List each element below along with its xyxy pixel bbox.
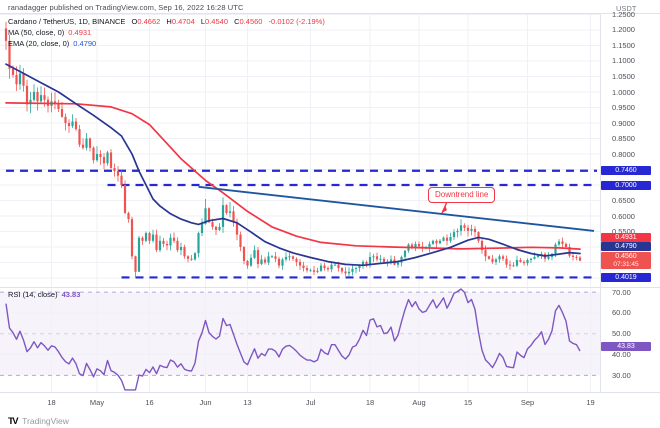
price-tick-0.85: 0.8500 — [612, 134, 635, 143]
rsi-tick-30: 30.00 — [612, 370, 631, 380]
price-tick-0.55: 0.5500 — [612, 227, 635, 236]
time-label-16: 16 — [145, 398, 154, 407]
ema-indicator-label: EMA (20, close, 0) — [8, 39, 70, 48]
ohlc-open-label: O — [131, 17, 138, 26]
published-line: ranadagger published on TradingView.com,… — [8, 3, 244, 12]
ema-indicator-value: 0.4790 — [73, 39, 97, 48]
time-label-May: May — [89, 398, 105, 407]
price-tick-0.95: 0.9500 — [612, 103, 635, 112]
price-axis-divider — [600, 13, 601, 392]
rsi-tick-40: 40.00 — [612, 350, 631, 360]
tradingview-logo-text: TradingView — [22, 416, 69, 426]
rsi-chart-svg — [0, 288, 600, 392]
ohlc-low-label: L — [200, 17, 206, 26]
price-tick-0.6: 0.6000 — [612, 211, 635, 221]
legend-ema-row[interactable]: EMA (20, close, 0) 0.4790 — [8, 38, 325, 49]
pane-divider[interactable] — [0, 287, 660, 288]
time-label-13: 13 — [243, 398, 252, 407]
price-tick-1.15: 1.1500 — [612, 40, 635, 50]
time-label-Aug: Aug — [412, 398, 426, 407]
ohlc-high-value: 0.4704 — [171, 17, 195, 26]
symbol-title: Cardano / TetherUS, 1D, BINANCE — [8, 17, 126, 26]
downtrend-callout[interactable]: Downtrend line — [428, 187, 496, 203]
time-label-Jul: Jul — [305, 398, 316, 407]
price-tick-1.05: 1.0500 — [612, 71, 635, 81]
ohlc-low-value: 0.4540 — [205, 17, 228, 26]
ma-badge-value: 0.4931 — [601, 232, 651, 242]
rsi-indicator-label: RSI (14, close) — [8, 290, 58, 299]
legend-symbol-row[interactable]: Cardano / TetherUS, 1D, BINANCE O0.4662 … — [8, 16, 325, 27]
change-value: -0.0102 (-2.19%) — [268, 17, 325, 26]
rsi-tick-70: 70.00 — [612, 287, 631, 297]
level-badge-0.7460: 0.7460 — [601, 166, 651, 176]
price-tick-1: 1.0000 — [612, 87, 635, 97]
price-tick-1.25: 1.2500 — [612, 9, 635, 19]
ma50-line[interactable] — [5, 102, 581, 250]
ema-badge-value: 0.4790 — [601, 242, 651, 251]
level-badge-0.7000: 0.7000 — [601, 180, 651, 190]
rsi-legend-row[interactable]: RSI (14, close) 43.83 — [8, 290, 80, 299]
rsi-tick-50: 50.00 — [612, 329, 631, 339]
time-axis-divider — [0, 392, 660, 393]
price-tick-0.9: 0.9000 — [612, 118, 635, 128]
candles-group — [4, 21, 582, 278]
last-price-badge-value: 0.4560 07:31:45 — [601, 251, 651, 269]
price-tick-1.1: 1.1000 — [612, 56, 635, 66]
rsi-line[interactable] — [5, 288, 581, 391]
downtrend-line[interactable] — [198, 185, 595, 232]
time-label-Sep: Sep — [520, 398, 535, 407]
legend-ma-row[interactable]: MA (50, close, 0) 0.4931 — [8, 27, 325, 38]
ohlc-high-label: H — [166, 17, 172, 26]
level-badge-0.4019: 0.4019 — [601, 272, 651, 282]
chart-legend: Cardano / TetherUS, 1D, BINANCE O0.4662 … — [8, 16, 325, 49]
time-label-15: 15 — [463, 398, 473, 407]
ma-indicator-value: 0.4931 — [68, 28, 92, 37]
time-label-18: 18 — [365, 398, 375, 407]
tradingview-logo[interactable]: TV TradingView — [8, 411, 69, 428]
ohlc-open-value: 0.4662 — [137, 17, 161, 26]
price-chart-svg — [0, 14, 600, 287]
rsi-tick-60: 60.00 — [612, 308, 631, 318]
ma-indicator-label: MA (50, close, 0) — [8, 28, 65, 37]
time-label-19: 19 — [586, 398, 595, 407]
rsi-indicator-value: 43.83 — [61, 290, 81, 299]
ohlc-close-label: C — [234, 17, 240, 26]
time-label-Jun: Jun — [199, 398, 212, 407]
ohlc-close-value: 0.4560 — [239, 17, 263, 26]
rsi-badge-value: 43.83 — [601, 342, 651, 352]
axis-currency-label: USDT — [616, 3, 637, 13]
price-tick-0.65: 0.6500 — [612, 196, 635, 205]
price-tick-0.8: 0.8000 — [612, 149, 635, 159]
time-label-18: 18 — [47, 398, 56, 407]
header-divider — [0, 13, 660, 14]
price-tick-1.2: 1.2000 — [612, 25, 635, 35]
tradingview-logo-icon: TV — [8, 416, 19, 427]
ema20-line[interactable] — [5, 63, 581, 267]
